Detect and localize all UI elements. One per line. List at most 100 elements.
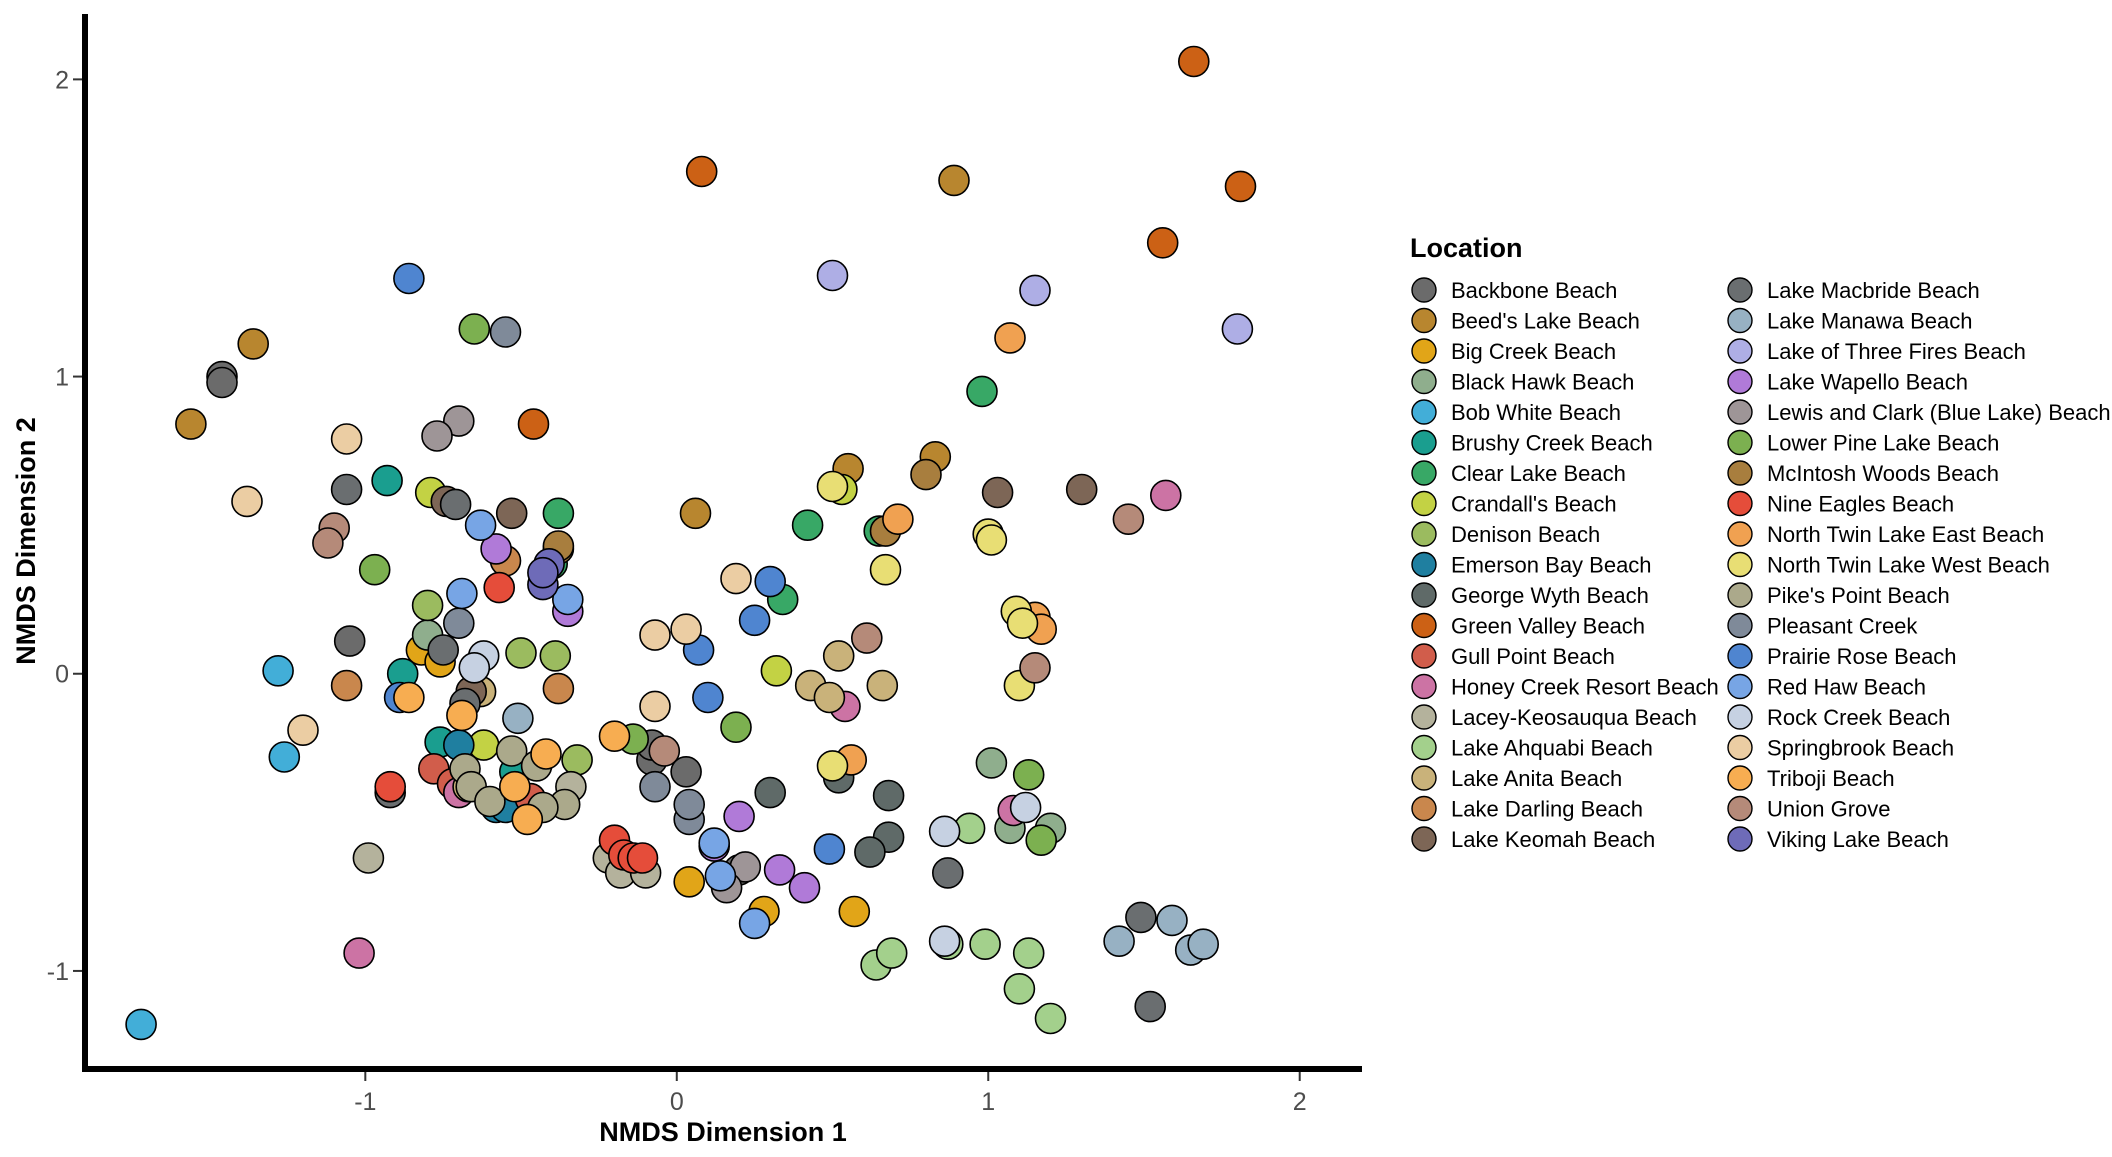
y-tick-label: 1 <box>55 364 69 392</box>
data-point <box>639 770 671 803</box>
data-point <box>679 497 712 530</box>
data-point <box>498 770 531 803</box>
data-point <box>791 509 824 542</box>
data-point <box>788 871 821 904</box>
data-point <box>442 607 475 640</box>
legend-item: Rock Creek Beach <box>1727 704 1950 730</box>
legend-item: Lake of Three Fires Beach <box>1727 338 2026 364</box>
legend-label: Springbrook Beach <box>1767 736 1954 761</box>
legend-swatch <box>1411 673 1437 700</box>
legend-swatch <box>1411 521 1437 547</box>
legend-swatch <box>1727 704 1753 730</box>
data-point <box>330 423 363 455</box>
data-point <box>1019 651 1051 684</box>
legend-item: Lacey-Keosauqua Beach <box>1411 704 1697 730</box>
data-point <box>698 827 731 859</box>
data-point <box>882 503 914 536</box>
legend-item: Lower Pine Lake Beach <box>1727 429 1999 456</box>
data-point <box>639 690 671 723</box>
legend-swatch <box>1727 795 1753 822</box>
legend-item: Black Hawk Beach <box>1411 368 1634 395</box>
legend-item: Beed's Lake Beach <box>1411 307 1640 334</box>
legend-swatch <box>1727 277 1753 303</box>
legend-item: Red Haw Beach <box>1727 673 1926 700</box>
legend-item: Bob White Beach <box>1411 399 1621 425</box>
data-point <box>738 907 771 940</box>
legend-label: Lake Keomah Beach <box>1451 827 1655 852</box>
legend-swatch <box>1727 460 1753 486</box>
legend-item: Pike's Point Beach <box>1727 582 1950 608</box>
data-point <box>343 937 375 969</box>
data-point <box>495 735 528 767</box>
ticks-layer: -1 0 1 2 -1 0 1 2 <box>47 66 1307 1116</box>
legend-swatch <box>1411 734 1437 761</box>
series-north-twin-lake-west-beach <box>816 470 1039 782</box>
data-point <box>1134 990 1166 1023</box>
data-point <box>639 619 671 651</box>
data-point <box>975 747 1008 779</box>
legend-swatch <box>1727 826 1753 852</box>
legend-swatch <box>1411 643 1437 669</box>
data-point <box>723 800 755 833</box>
data-point <box>692 681 724 714</box>
data-point <box>439 488 472 521</box>
data-point <box>850 622 883 654</box>
series-beed-s-lake-beach <box>175 164 970 530</box>
legend-swatch <box>1727 582 1753 608</box>
data-point <box>446 699 478 732</box>
data-point <box>371 464 403 497</box>
data-point <box>502 702 534 735</box>
data-point <box>421 420 453 452</box>
data-point <box>875 937 908 969</box>
data-point <box>262 654 294 687</box>
data-point <box>854 836 886 868</box>
data-point <box>393 262 425 295</box>
series-bob-white-beach <box>125 654 301 1041</box>
legend-swatch <box>1411 551 1437 578</box>
data-point <box>330 473 363 506</box>
data-point <box>1150 479 1182 512</box>
legend-swatch <box>1727 551 1753 578</box>
series-triboji-beach <box>393 681 631 836</box>
data-point <box>966 375 998 408</box>
data-point <box>626 842 659 874</box>
legend-label: Lake Macbride Beach <box>1767 278 1980 303</box>
legend-swatch <box>1727 307 1753 334</box>
legend-swatch <box>1411 490 1437 517</box>
legend-item: Viking Lake Beach <box>1727 826 1949 852</box>
series-lake-of-three-fires-beach <box>816 259 1254 345</box>
x-axis-title: NMDS Dimension 1 <box>599 1117 847 1147</box>
data-point <box>333 625 366 657</box>
legend-label: Red Haw Beach <box>1767 675 1926 700</box>
legend-item: Lake Keomah Beach <box>1411 826 1655 852</box>
legend-swatch <box>1411 338 1437 364</box>
data-point <box>175 408 207 440</box>
data-point <box>480 533 512 565</box>
series-viking-lake-beach <box>527 547 565 601</box>
series-prairie-rose-beach <box>383 262 846 865</box>
data-point <box>1146 227 1179 259</box>
legend-swatch <box>1727 765 1753 791</box>
data-point <box>527 556 559 589</box>
legend-item: Honey Creek Resort Beach <box>1411 673 1719 700</box>
legend-label: Pleasant Creek <box>1767 614 1918 639</box>
data-point <box>969 928 1001 961</box>
legend-item: Lake Ahquabi Beach <box>1411 734 1653 761</box>
data-point <box>530 738 562 770</box>
legend: Location Backbone Beach Beed's Lake Beach… <box>1410 233 2111 852</box>
legend-swatch <box>1411 277 1437 303</box>
data-point <box>931 857 964 889</box>
data-point <box>816 750 849 782</box>
legend-label: Green Valley Beach <box>1451 614 1645 639</box>
data-point <box>330 669 363 702</box>
legend-item: Prairie Rose Beach <box>1727 643 1957 669</box>
legend-label: Lake Manawa Beach <box>1767 309 1972 334</box>
legend-swatch <box>1727 490 1753 517</box>
data-point <box>312 527 344 559</box>
data-point <box>495 497 528 530</box>
legend-item: Lake Wapello Beach <box>1727 368 1968 395</box>
series-green-valley-beach <box>517 45 1257 440</box>
axes-layer <box>82 14 1362 1072</box>
legend-label: George Wyth Beach <box>1451 583 1649 608</box>
legend-label: Union Grove <box>1767 797 1891 822</box>
